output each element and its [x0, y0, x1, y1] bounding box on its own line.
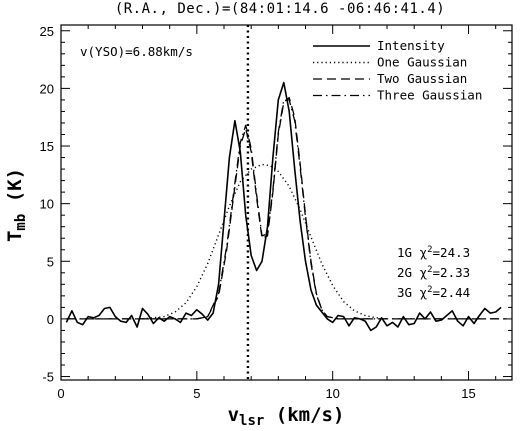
chi2-model: 2G — [397, 265, 420, 280]
chi2-superscript: 2 — [427, 285, 432, 295]
chi2-superscript: 2 — [427, 265, 432, 275]
chart-title: (R.A., Dec.)=(84:01:14.6 -06:46:41.4) — [115, 1, 445, 17]
legend-label: Two Gaussian — [377, 71, 467, 86]
legend-label: Three Gaussian — [377, 88, 482, 103]
x-tick-label: 10 — [325, 386, 339, 401]
chi2-label: 3G χ2=2.44 — [397, 285, 470, 300]
y-tick-label: 5 — [47, 254, 54, 269]
y-axis-label-main: T — [4, 231, 26, 242]
chi2-model: 3G — [397, 285, 420, 300]
y-tick-label: 10 — [40, 197, 54, 212]
legend-label: Intensity — [377, 38, 445, 53]
x-tick-label: 15 — [461, 386, 475, 401]
y-tick-label: 15 — [40, 139, 54, 154]
y-tick-label: -5 — [42, 370, 54, 385]
x-axis-label: vlsr (km/s) — [228, 404, 345, 429]
chi2-symbol: χ — [420, 245, 428, 260]
plot-area — [65, 25, 507, 380]
y-axis-label-sub: mb — [13, 214, 29, 231]
x-axis-label-sub: lsr — [239, 413, 264, 429]
legend-label: One Gaussian — [377, 55, 467, 70]
chi2-symbol: χ — [420, 265, 428, 280]
chi2-label: 1G χ2=24.3 — [397, 245, 470, 260]
chi2-symbol: χ — [420, 285, 428, 300]
chi2-superscript: 2 — [427, 245, 432, 255]
yso-velocity-label: v(YSO)=6.88km/s — [80, 44, 193, 59]
x-axis-label-unit: (km/s) — [264, 404, 344, 426]
chi2-label: 2G χ2=2.33 — [397, 265, 470, 280]
chi2-value: =24.3 — [433, 245, 471, 260]
y-tick-label: 25 — [40, 24, 54, 39]
x-tick-label: 5 — [193, 386, 200, 401]
chi2-value: =2.33 — [433, 265, 471, 280]
x-tick-label: 0 — [57, 386, 64, 401]
series-line-three-gaussian — [66, 99, 507, 320]
plot-frame — [60, 24, 513, 381]
y-tick-label: 20 — [40, 81, 54, 96]
series-line-intensity — [65, 81, 502, 332]
y-axis-label: Tmb (K) — [4, 168, 29, 242]
chi2-value: =2.44 — [433, 285, 471, 300]
chi2-model: 1G — [397, 245, 420, 260]
y-tick-label: 0 — [47, 312, 54, 327]
x-axis-label-main: v — [228, 404, 239, 426]
y-axis-label-unit: (K) — [4, 168, 26, 214]
